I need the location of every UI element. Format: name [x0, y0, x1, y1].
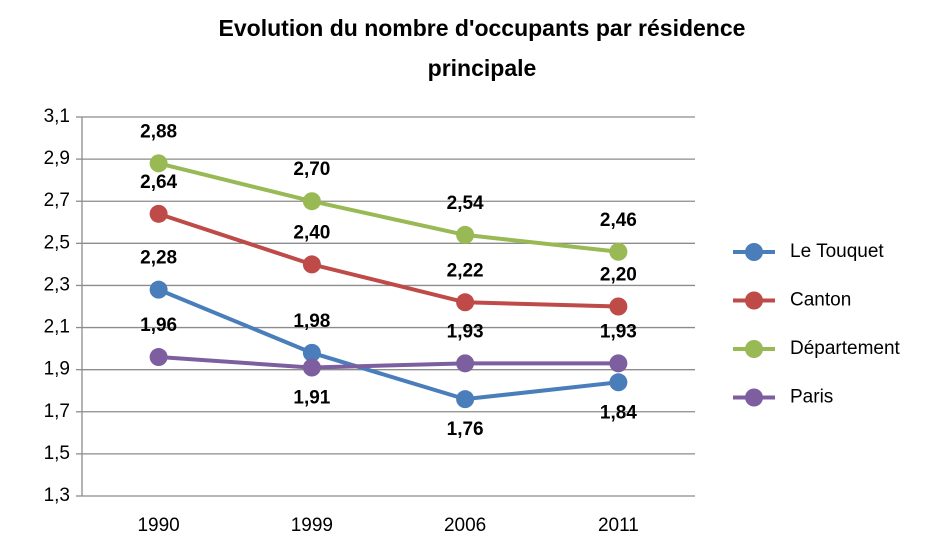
data-point: [609, 242, 628, 261]
y-tick-label: 2,7: [44, 190, 70, 211]
legend-label: Canton: [790, 290, 851, 311]
y-tick-label: 1,3: [44, 485, 70, 506]
data-point: [456, 225, 475, 244]
y-tick-label: 1,5: [44, 443, 70, 464]
y-tick-label: 1,9: [44, 359, 70, 380]
data-label: 2,64: [140, 172, 177, 193]
data-point: [456, 354, 475, 373]
data-point: [609, 373, 628, 392]
data-label: 1,76: [447, 419, 484, 440]
x-tick-label: 1999: [291, 515, 333, 536]
data-label: 1,98: [293, 311, 330, 332]
data-point: [456, 293, 475, 312]
data-point: [149, 154, 168, 173]
data-label: 1,93: [600, 321, 637, 342]
legend-marker: [745, 243, 763, 261]
data-label: 1,96: [140, 315, 177, 336]
data-label: 2,70: [293, 159, 330, 180]
data-label: 2,88: [140, 121, 177, 142]
data-point: [609, 354, 628, 373]
data-label: 2,40: [293, 222, 330, 243]
chart-title: Evolution du nombre d'occupants par rési…: [218, 15, 746, 81]
data-point: [149, 348, 168, 367]
series-line: [157, 211, 619, 309]
data-label: 2,22: [447, 260, 484, 281]
data-point: [456, 390, 475, 409]
y-tick-label: 1,7: [44, 401, 70, 422]
x-tick-label: 2011: [598, 515, 639, 536]
series-line: [157, 287, 619, 402]
legend-marker: [745, 340, 763, 358]
data-label: 2,46: [600, 210, 637, 231]
data-point: [302, 358, 321, 377]
data-point: [149, 280, 168, 299]
y-tick-label: 2,9: [44, 148, 70, 169]
legend-label: Le Touquet: [790, 241, 884, 262]
legend-marker: [745, 291, 763, 310]
data-point: [302, 255, 321, 274]
data-point: [609, 297, 628, 316]
legend-label: Paris: [790, 387, 833, 408]
data-label: 1,84: [600, 402, 637, 423]
legend-marker: [745, 388, 763, 407]
series-line: [158, 355, 619, 370]
data-point: [302, 192, 321, 211]
data-label: 2,20: [600, 265, 637, 286]
x-tick-label: 2006: [444, 515, 486, 536]
data-point: [302, 343, 321, 362]
x-tick-label: 1990: [137, 515, 179, 536]
y-tick-label: 2,5: [44, 232, 70, 253]
data-point: [149, 204, 168, 223]
data-label: 2,28: [140, 248, 177, 269]
data-label: 1,91: [293, 388, 330, 409]
y-tick-label: 3,1: [44, 106, 70, 127]
y-tick-label: 2,3: [44, 274, 70, 295]
data-label: 2,54: [447, 193, 484, 214]
y-tick-label: 2,1: [44, 317, 70, 338]
data-label: 1,93: [447, 321, 484, 342]
legend-label: Département: [790, 338, 901, 359]
series-line: [158, 161, 619, 254]
